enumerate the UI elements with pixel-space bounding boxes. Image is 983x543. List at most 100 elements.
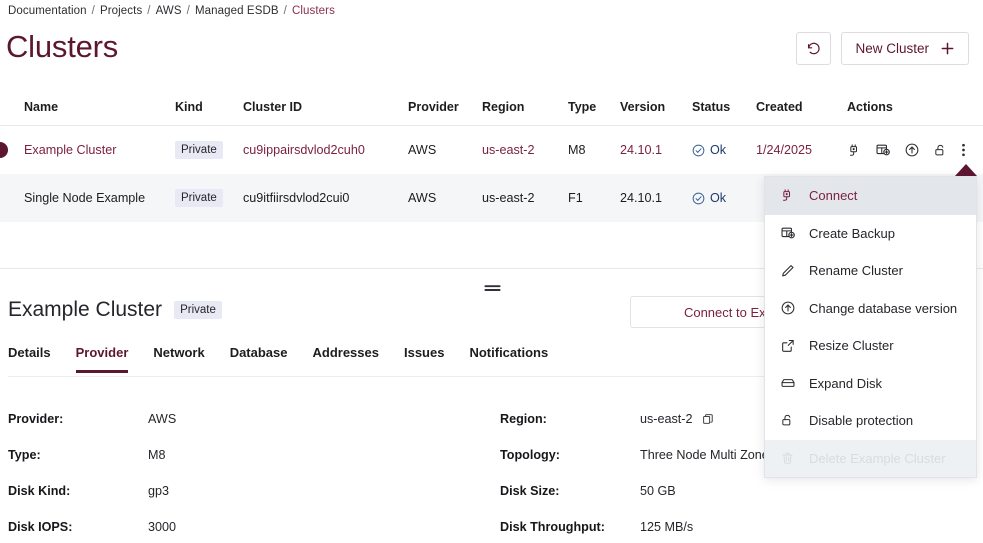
cell-version: 24.10.1	[620, 143, 663, 157]
status-badge: Ok	[692, 143, 756, 157]
cell-cluster-id[interactable]: cu9itfiirsdvlod2cui0	[243, 191, 350, 205]
cell-status: Ok	[692, 143, 756, 157]
cell-provider: AWS	[408, 191, 437, 205]
column-header-region[interactable]: Region	[482, 99, 525, 114]
field-label: Disk Kind:	[8, 484, 71, 498]
menu-item-label: Delete Example Cluster	[809, 450, 946, 466]
menu-item-resize-cluster[interactable]: Resize Cluster	[765, 327, 976, 365]
tab-details[interactable]: Details	[8, 345, 51, 360]
cell-name[interactable]: Example Cluster	[24, 143, 117, 157]
column-header-version[interactable]: Version	[620, 99, 666, 114]
column-header-kind[interactable]: Kind	[175, 99, 203, 114]
status-label: Ok	[710, 143, 727, 157]
field-label: Region:	[500, 412, 547, 426]
breadcrumb-item-clusters[interactable]: Clusters	[291, 5, 335, 17]
menu-item-disable-protection[interactable]: Disable protection	[765, 402, 976, 440]
column-header-type[interactable]: Type	[568, 99, 597, 114]
cell-region: us-east-2	[482, 143, 535, 157]
refresh-button[interactable]	[796, 32, 832, 65]
upgrade-icon[interactable]	[904, 142, 920, 158]
detail-tabs: Details Provider Network Database Addres…	[8, 345, 548, 373]
unlock-icon[interactable]	[933, 143, 948, 158]
arrow-up-circle-icon	[779, 300, 796, 317]
field-region: Region: us-east-2	[500, 401, 769, 437]
clusters-table: Name Kind Cluster ID Provider Region Typ…	[0, 88, 983, 222]
menu-item-connect[interactable]: Connect	[765, 177, 976, 215]
field-value: M8	[148, 448, 166, 462]
menu-item-expand-disk[interactable]: Expand Disk	[765, 365, 976, 403]
tab-network[interactable]: Network	[153, 345, 205, 360]
status-label: Ok	[710, 191, 727, 205]
disk-icon	[779, 375, 796, 392]
fields-right-column: Region: us-east-2 Topology: Three Node	[500, 401, 769, 543]
cell-actions	[847, 142, 977, 158]
new-cluster-button[interactable]: New Cluster	[841, 32, 969, 65]
kind-badge: Private	[175, 140, 223, 160]
cell-name[interactable]: Single Node Example	[24, 191, 146, 205]
menu-item-label: Disable protection	[809, 413, 914, 429]
connect-icon	[779, 187, 796, 204]
create-backup-icon[interactable]	[875, 142, 891, 158]
row-actions-menu: Connect Create Backup Rename Cluster	[764, 176, 977, 478]
menu-item-rename-cluster[interactable]: Rename Cluster	[765, 252, 976, 290]
field-disk-throughput: Disk Throughput: 125 MB/s	[500, 509, 769, 543]
tab-notifications[interactable]: Notifications	[469, 345, 549, 360]
column-header-name[interactable]: Name	[24, 99, 59, 114]
column-header-cluster-id[interactable]: Cluster ID	[243, 99, 303, 114]
tab-addresses[interactable]: Addresses	[312, 345, 379, 360]
cell-cluster-id[interactable]: cu9ippairsdvlod2cuh0	[243, 143, 365, 157]
more-vertical-icon[interactable]	[961, 142, 966, 158]
drag-handle[interactable]	[484, 283, 501, 293]
breadcrumb-item-aws[interactable]: AWS	[155, 5, 182, 17]
breadcrumb-separator: /	[91, 5, 95, 17]
detail-title: Example Cluster	[8, 298, 163, 321]
breadcrumb-item-projects[interactable]: Projects	[99, 5, 143, 17]
field-type: Type: M8	[8, 437, 176, 473]
field-provider: Provider: AWS	[8, 401, 176, 437]
column-header-provider[interactable]: Provider	[408, 99, 459, 114]
field-disk-iops: Disk IOPS: 3000	[8, 509, 176, 543]
column-header-status[interactable]: Status	[692, 99, 731, 114]
field-label: Disk Size:	[500, 484, 560, 498]
menu-item-label: Expand Disk	[809, 375, 882, 391]
copy-icon[interactable]	[702, 413, 714, 425]
connect-icon[interactable]	[847, 143, 862, 158]
cell-version: 24.10.1	[620, 191, 663, 205]
cell-provider: AWS	[408, 143, 437, 157]
tab-provider[interactable]: Provider	[75, 345, 129, 373]
cell-region: us-east-2	[482, 191, 535, 205]
breadcrumb-item-documentation[interactable]: Documentation	[8, 5, 87, 17]
field-disk-size: Disk Size: 50 GB	[500, 473, 769, 509]
field-value: Three Node Multi Zone	[640, 448, 769, 462]
field-value: 3000	[148, 520, 177, 534]
cell-status: Ok	[692, 191, 756, 205]
cell-created: 1/24/2025	[756, 143, 813, 157]
check-circle-icon	[692, 144, 705, 157]
breadcrumb: Documentation / Projects / AWS / Managed…	[8, 5, 335, 17]
field-label: Topology:	[500, 448, 560, 462]
dropdown-caret-icon	[955, 164, 977, 176]
detail-kind-badge: Private	[174, 300, 222, 320]
field-label: Disk IOPS:	[8, 520, 73, 534]
menu-item-change-database-version[interactable]: Change database version	[765, 290, 976, 328]
breadcrumb-separator: /	[147, 5, 151, 17]
status-badge: Ok	[692, 191, 756, 205]
field-disk-kind: Disk Kind: gp3	[8, 473, 176, 509]
menu-item-create-backup[interactable]: Create Backup	[765, 215, 976, 253]
check-circle-icon	[692, 192, 705, 205]
breadcrumb-item-managed-esdb[interactable]: Managed ESDB	[194, 5, 279, 17]
page-title: Clusters	[6, 29, 119, 64]
tabs-divider	[8, 376, 968, 377]
tab-database[interactable]: Database	[229, 345, 288, 360]
header-actions: New Cluster	[796, 32, 969, 65]
column-header-created[interactable]: Created	[756, 99, 803, 114]
cell-kind: Private	[175, 188, 243, 208]
trash-icon	[779, 450, 796, 467]
table-header-row: Name Kind Cluster ID Provider Region Typ…	[0, 88, 983, 126]
tab-issues[interactable]: Issues	[403, 345, 445, 360]
table-row[interactable]: Example Cluster Private cu9ippairsdvlod2…	[0, 126, 983, 174]
plus-icon	[940, 41, 955, 56]
field-topology: Topology: Three Node Multi Zone	[500, 437, 769, 473]
refresh-icon	[805, 40, 822, 57]
